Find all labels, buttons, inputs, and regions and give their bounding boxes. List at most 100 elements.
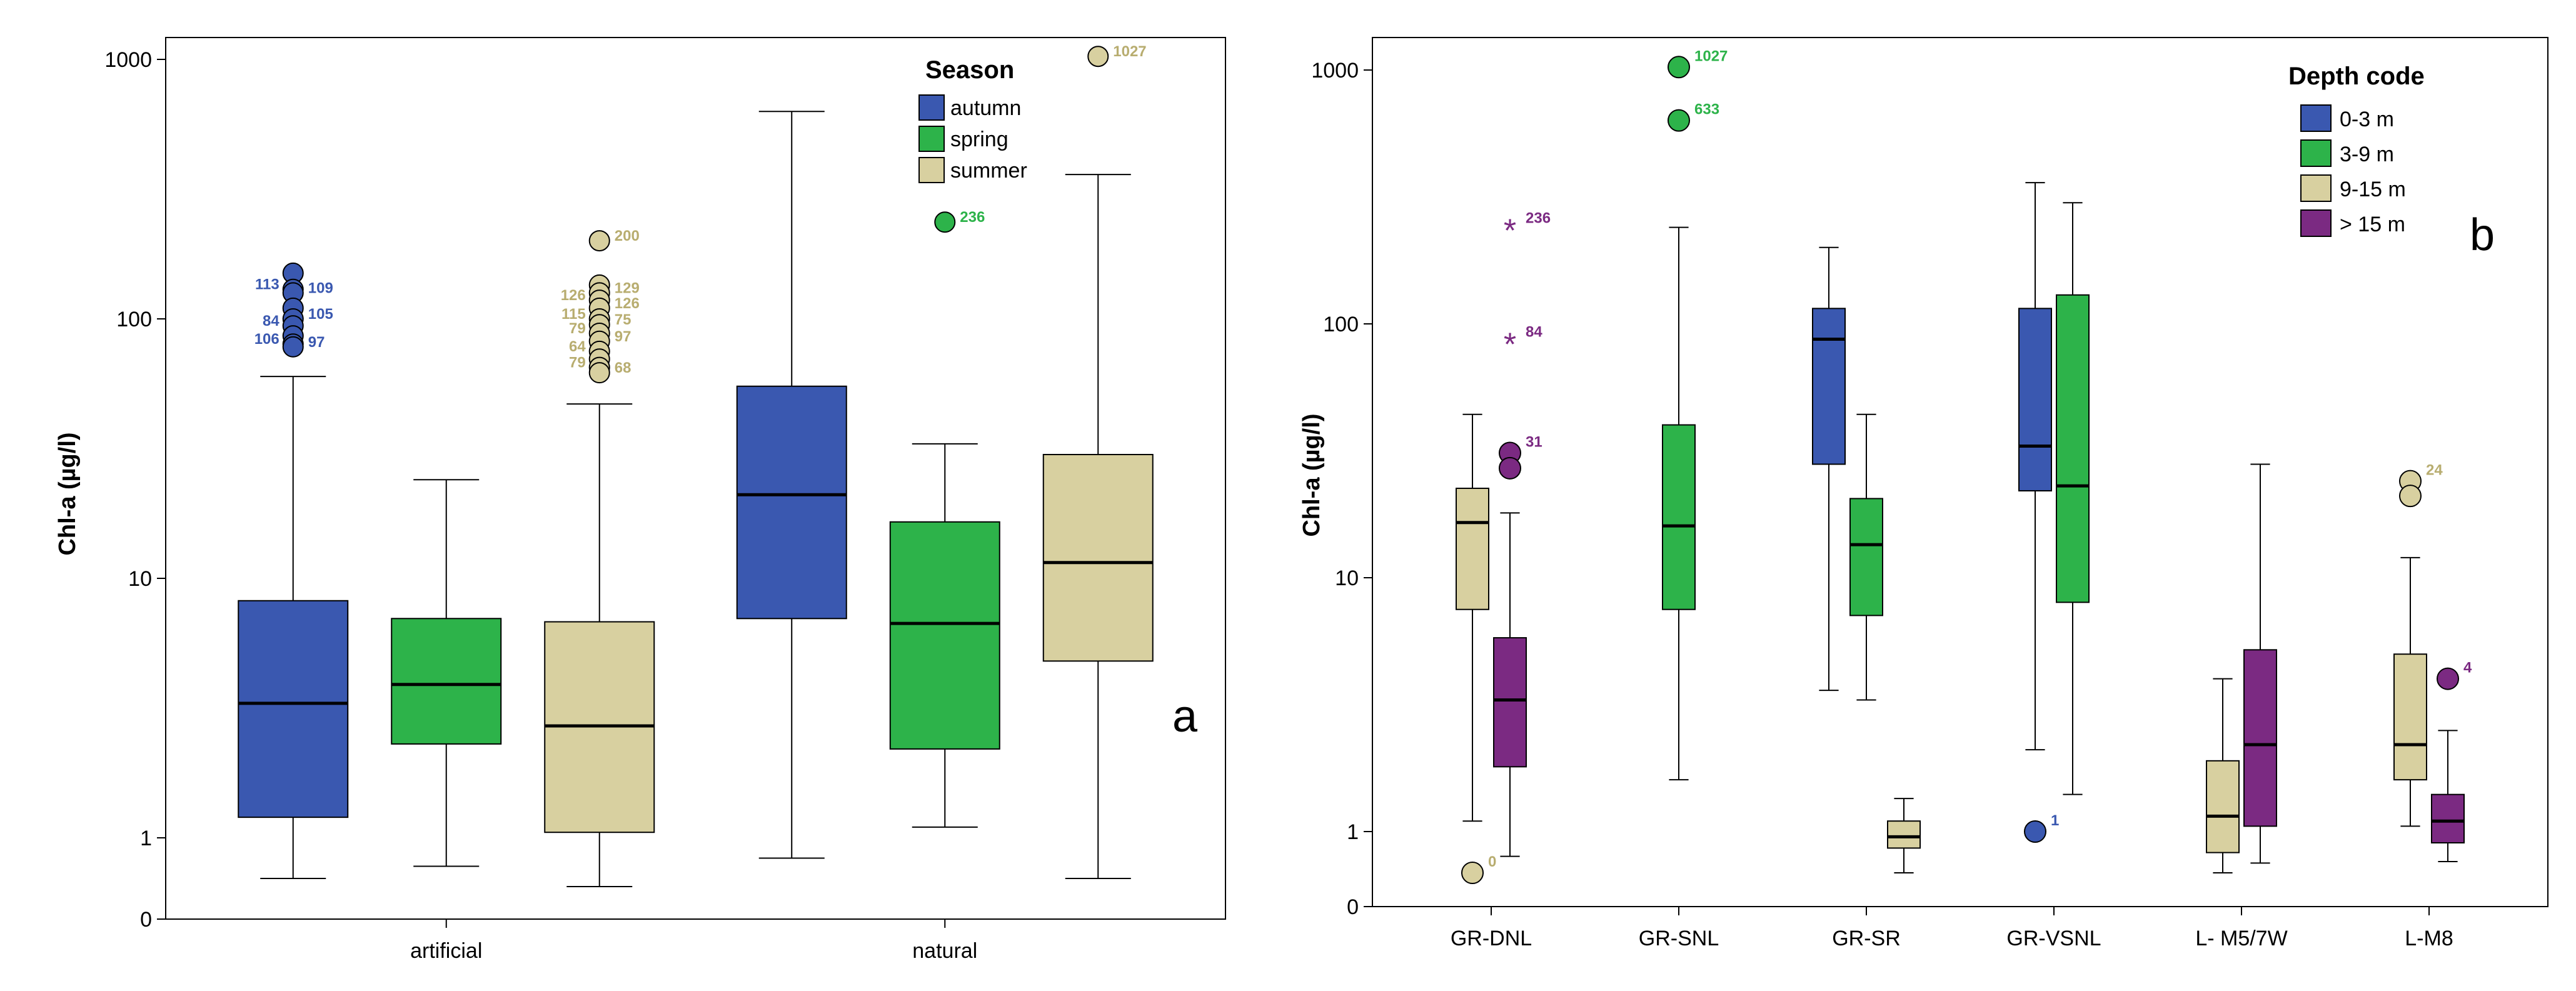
box-artificial-autumn-outlier-label: 106 <box>254 331 279 348</box>
chart-b-legend-swatch-15plus <box>2300 209 2332 237</box>
box-artificial-summer-outlier-label: 75 <box>615 311 631 328</box>
box-l-m8-9-15-m <box>2393 653 2427 781</box>
chart-a-ylabel: Chl-a (µg/l) <box>54 432 81 555</box>
y-tick-label: 10 <box>1335 566 1359 590</box>
chart-a-legend: Season autumn spring summer <box>918 56 1027 183</box>
x-tick-label-gr-snl: GR-SNL <box>1639 927 1719 950</box>
box-artificial-summer-outlier <box>588 362 610 384</box>
box-gr-sr-3-9-m <box>1849 498 1883 616</box>
box-l-m8-9-15-m-outlier-label: 24 <box>2426 462 2443 479</box>
box-gr-snl-3-9-m <box>1662 424 1696 610</box>
chart-b-legend-label-0-3: 0-3 m <box>2340 108 2394 131</box>
box-artificial-summer-outlier-label: 129 <box>615 279 640 296</box>
box-artificial-summer-outlier-label: 79 <box>569 355 586 371</box>
box-gr-dnl-9-15-m <box>1456 488 1489 610</box>
chart-a-panel-letter: a <box>1172 692 1198 742</box>
box-l-m8-15-m-outlier <box>2437 667 2459 690</box>
box-gr-sr-0-3-m <box>1812 308 1846 465</box>
y-tick-label: 1 <box>1347 820 1359 844</box>
box-artificial-autumn-outlier <box>282 336 304 358</box>
chart-b-legend-label-9-15: 9-15 m <box>2340 178 2406 201</box>
x-tick-label-l-m5-7w: L- M5/7W <box>2195 927 2287 950</box>
box-natural-spring-outlier-label: 236 <box>960 209 985 226</box>
box-artificial-summer-outlier-label: 126 <box>561 287 586 304</box>
box-artificial-summer-outlier-label: 68 <box>615 360 631 376</box>
chart-b-legend-title: Depth code <box>2288 63 2425 90</box>
box-artificial-summer-outlier-label: 200 <box>615 228 640 244</box>
chart-b-legend: Depth code 0-3 m 3-9 m 9-15 m > 15 m <box>2288 63 2425 237</box>
chart-a-plot-area: 0 1 10 100 1000 artificial 113 109 105 84 106 97 200… <box>104 37 1226 963</box>
chart-a-legend-label-summer: summer <box>950 159 1027 183</box>
plot-frame <box>165 37 1226 920</box>
box-artificial-summer-outlier <box>588 230 610 252</box>
chart-b-legend-label-3-9: 3-9 m <box>2340 143 2394 166</box>
box-gr-dnl-15-m-outlier-star: * <box>1504 213 1516 249</box>
box-gr-vsnl-0-3-m <box>2018 308 2052 491</box>
box-l-m8-15-m <box>2431 793 2465 843</box>
box-gr-vsnl-0-3-m-outlier <box>2024 820 2046 843</box>
box-artificial-summer-outlier-label: 79 <box>569 320 586 337</box>
chart-a-legend-title: Season <box>925 56 1014 84</box>
plot-frame <box>1372 37 2548 907</box>
box-artificial-summer-outlier-label: 115 <box>561 306 586 323</box>
chart-b-legend-swatch-0-3 <box>2300 104 2332 132</box>
chart-a-legend-label-spring: spring <box>950 128 1009 151</box>
chart-a-legend-label-autumn: autumn <box>950 96 1021 120</box>
box-natural-spring-outlier <box>934 211 956 233</box>
box-l-m5-7w-9-15-m <box>2206 760 2240 853</box>
box-artificial-autumn-outlier-label: 105 <box>308 306 333 323</box>
y-tick-label: 1 <box>140 827 152 850</box>
box-artificial-autumn-outlier-label: 113 <box>255 276 279 293</box>
box-artificial-spring <box>391 618 502 745</box>
box-natural-summer <box>1042 453 1154 662</box>
box-gr-dnl-15-m-outlier-label: 84 <box>1526 324 1542 341</box>
box-artificial-summer-outlier-label: 64 <box>569 338 586 355</box>
box-natural-summer-outlier-label: 1027 <box>1113 43 1146 60</box>
box-gr-dnl-9-15-m-outlier-label: 0 <box>1488 853 1496 870</box>
chart-panel-b: 0 1 10 100 1000 GR-DNL 0 * 236 * 84 31 GR-SNL 1027 633… <box>1250 0 2576 988</box>
chart-b-plot-area: 0 1 10 100 1000 GR-DNL 0 * 236 * 84 31 GR-SNL 1027 633… <box>1311 37 2548 950</box>
box-l-m8-15-m-outlier-label: 4 <box>2463 660 2472 677</box>
y-tick-label: 10 <box>128 567 152 591</box>
box-gr-dnl-15-m <box>1493 637 1527 768</box>
box-gr-snl-3-9-m-outlier <box>1668 56 1690 79</box>
box-artificial-autumn <box>238 600 349 818</box>
box-gr-dnl-9-15-m-outlier <box>1461 862 1484 884</box>
box-gr-sr-9-15-m <box>1887 820 1921 849</box>
box-natural-spring <box>889 521 1000 750</box>
x-tick-label-gr-sr: GR-SR <box>1832 927 1901 950</box>
chart-a-legend-swatch-summer <box>918 157 945 183</box>
box-gr-snl-3-9-m-outlier-label: 633 <box>1694 101 1719 118</box>
box-artificial-autumn-outlier-label: 109 <box>308 279 333 296</box>
box-natural-summer-outlier <box>1087 46 1109 68</box>
box-l-m5-7w-15-m <box>2243 649 2277 827</box>
box-gr-dnl-15-m-outlier-label: 31 <box>1526 434 1542 451</box>
box-gr-vsnl-3-9-m <box>2056 294 2090 603</box>
x-tick-label-natural: natural <box>912 939 977 963</box>
chart-b-legend-swatch-3-9 <box>2300 139 2332 167</box>
chart-a-legend-swatch-spring <box>918 126 945 152</box>
y-tick-label: 100 <box>1323 313 1359 336</box>
y-tick-label: 100 <box>116 308 152 331</box>
box-gr-dnl-15-m-outlier-label: 236 <box>1526 210 1551 227</box>
y-tick-label: 0 <box>1347 895 1359 919</box>
box-gr-snl-3-9-m-outlier-label: 1027 <box>1694 48 1728 64</box>
x-tick-label-l-m8: L-M8 <box>2405 927 2453 950</box>
chart-b-svg: 0 1 10 100 1000 GR-DNL 0 * 236 * 84 31 GR-SNL 1027 633… <box>1299 37 2548 950</box>
box-natural-autumn <box>736 385 847 620</box>
box-gr-dnl-15-m-outlier <box>1499 456 1521 480</box>
x-tick-label-gr-dnl: GR-DNL <box>1451 927 1532 950</box>
chart-a-legend-swatch-autumn <box>918 94 945 121</box>
chart-b-ylabel: Chl-a (µg/l) <box>1299 413 1325 536</box>
box-artificial-autumn-outlier-label: 84 <box>263 313 279 329</box>
box-artificial-summer-outlier-label: 126 <box>615 295 640 312</box>
y-tick-label: 1000 <box>1311 59 1359 83</box>
box-artificial-autumn-outlier-label: 97 <box>308 334 325 351</box>
box-gr-vsnl-0-3-m-outlier-label: 1 <box>2051 812 2059 829</box>
chart-a-svg: 0 1 10 100 1000 artificial 113 109 105 84 106 97 200… <box>54 37 1226 963</box>
x-tick-label-gr-vsnl: GR-VSNL <box>2006 927 2101 950</box>
chart-b-panel-letter: b <box>2470 210 2495 260</box>
chart-panel-a: 0 1 10 100 1000 artificial 113 109 105 84 106 97 200… <box>0 0 1250 988</box>
box-l-m8-9-15-m-outlier <box>2399 485 2422 508</box>
y-tick-label: 1000 <box>104 48 152 72</box>
